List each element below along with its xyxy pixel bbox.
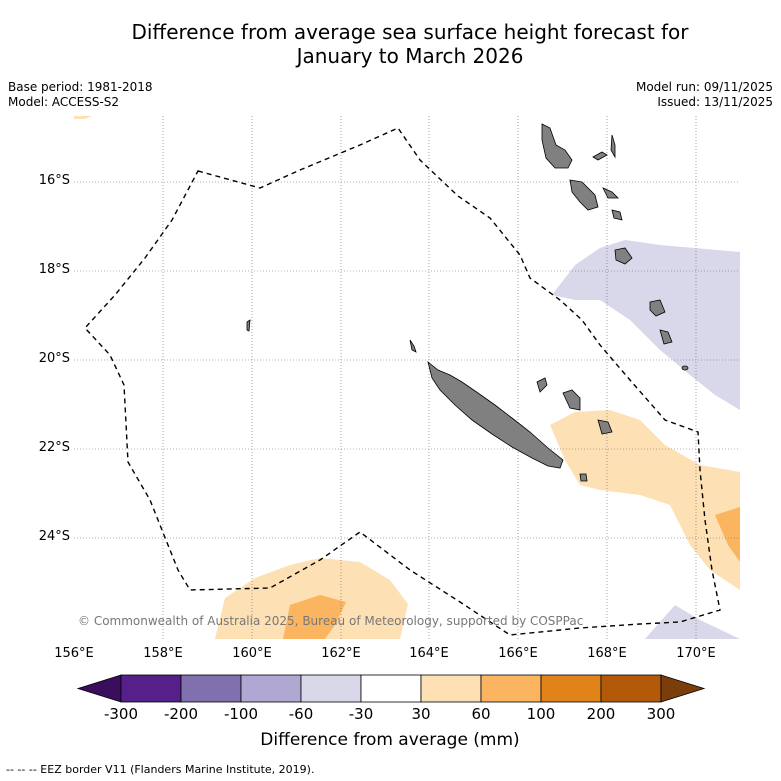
colorbar-extend-high — [660, 674, 706, 703]
vanuatu-island-2 — [610, 134, 616, 159]
colorbar-segment — [360, 674, 422, 703]
lon-label: 166°E — [498, 646, 538, 661]
anomaly-positive-east-strong — [715, 507, 740, 562]
colorbar-tick: 100 — [526, 705, 556, 723]
lat-label: 20°S — [38, 351, 70, 366]
anomaly-positive-south-strong — [283, 595, 346, 639]
lon-label: 168°E — [587, 646, 627, 661]
small-island-east — [681, 365, 689, 371]
lat-label: 24°S — [38, 529, 70, 544]
chesterfield — [246, 319, 251, 332]
title-line-2: January to March 2026 — [296, 44, 524, 68]
colorbar-tick: 60 — [471, 705, 491, 723]
isle-of-pines — [579, 473, 588, 482]
colorbar-tick: -30 — [348, 705, 374, 723]
model-run: Model run: 09/11/2025 — [635, 80, 773, 94]
map-title: Difference from average sea surface heig… — [40, 20, 780, 68]
loyalty-lifou — [562, 389, 581, 411]
colorbar-tick: -300 — [103, 705, 139, 723]
vanuatu-island-4 — [611, 209, 623, 221]
lat-label: 18°S — [38, 262, 70, 277]
anomaly-negative-south — [645, 605, 740, 639]
colorbar-tick: 30 — [411, 705, 431, 723]
colorbar-segment — [480, 674, 542, 703]
colorbar-tick: -100 — [223, 705, 259, 723]
lon-label: 156°E — [54, 646, 94, 661]
loyalty-mare — [597, 419, 613, 435]
colorbar — [76, 674, 706, 703]
vanuatu-island-3 — [602, 187, 619, 199]
meta-right: Model run: 09/11/2025 Issued: 13/11/2025 — [636, 80, 773, 110]
vanuatu-north — [541, 123, 573, 169]
colorbar-segment — [540, 674, 602, 703]
colorbar-tick: -60 — [288, 705, 314, 723]
vanuatu-tanna — [659, 329, 673, 345]
lon-label: 158°E — [143, 646, 183, 661]
anomaly-positive-corner — [74, 116, 92, 119]
vanuatu-espiritu — [569, 179, 599, 211]
anomaly-negative-east — [552, 240, 740, 410]
new-caledonia — [427, 360, 564, 469]
colorbar-segment — [600, 674, 662, 703]
vanuatu-erromango — [649, 299, 666, 317]
lon-label: 164°E — [409, 646, 449, 661]
landmasses — [246, 123, 689, 482]
colorbar-segment — [300, 674, 362, 703]
lon-label: 160°E — [232, 646, 272, 661]
colorbar-tick: -200 — [163, 705, 199, 723]
colorbar-tick: 300 — [646, 705, 676, 723]
colorbar-extend-low — [76, 674, 122, 703]
colorbar-tick: 200 — [586, 705, 616, 723]
vanuatu-island-1 — [592, 151, 608, 161]
model-name: Model: ACCESS-S2 — [8, 95, 120, 109]
lat-label: 22°S — [38, 440, 70, 455]
gridlines — [74, 116, 740, 639]
colorbar-segment — [180, 674, 242, 703]
colorbar-segment — [420, 674, 482, 703]
colorbar-segment — [240, 674, 302, 703]
eez-footer-note: -- -- -- EEZ border V11 (Flanders Marine… — [6, 763, 315, 776]
base-period: Base period: 1981-2018 — [8, 80, 153, 94]
copyright-notice: © Commonwealth of Australia 2025, Bureau… — [78, 614, 584, 628]
meta-left: Base period: 1981-2018 Model: ACCESS-S2 — [8, 80, 153, 110]
eez-border — [84, 127, 721, 636]
lon-label: 170°E — [676, 646, 716, 661]
vanuatu-efate — [614, 247, 633, 265]
belep — [409, 339, 417, 353]
issued-date: Issued: 13/11/2025 — [657, 95, 773, 109]
colorbar-segment — [120, 674, 182, 703]
loyalty-ouvea — [536, 377, 548, 393]
colorbar-label: Difference from average (mm) — [260, 730, 520, 750]
lat-label: 16°S — [38, 173, 70, 188]
anomaly-positive-east — [550, 410, 740, 590]
title-line-1: Difference from average sea surface heig… — [131, 20, 689, 44]
lon-label: 162°E — [321, 646, 361, 661]
